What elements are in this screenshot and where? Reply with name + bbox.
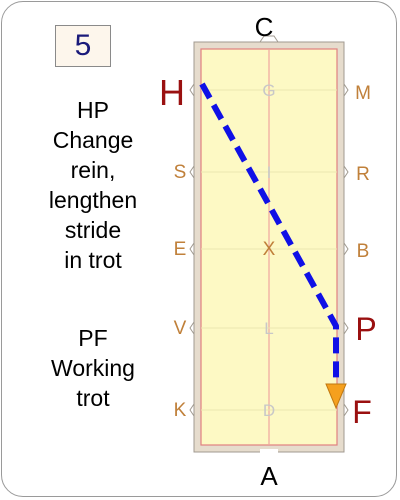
- arena-letter-e: E: [174, 239, 187, 260]
- centerline-letter-d: D: [263, 401, 275, 420]
- instruction-block-1: HP Change rein, lengthen stride in trot: [18, 95, 168, 275]
- instruction-line: stride: [64, 217, 122, 243]
- arena-letter-c: C: [255, 12, 274, 42]
- instruction-line: PF: [78, 325, 108, 351]
- right-wall-markers: [343, 82, 349, 418]
- instruction-line: lengthen: [48, 187, 138, 213]
- arena-letter-f: F: [352, 394, 372, 430]
- arena-letter-s: S: [174, 162, 187, 183]
- arena-letter-r: R: [356, 164, 370, 185]
- instruction-line: rein,: [70, 157, 116, 183]
- direction-arrow-icon: [325, 383, 347, 410]
- centerline-letter-l: L: [264, 319, 273, 338]
- instruction-line: HP: [77, 97, 109, 123]
- centerline-letter-x: X: [263, 239, 276, 260]
- arena-letter-b: B: [357, 241, 370, 262]
- centerline-letter-g: G: [262, 81, 275, 100]
- step-number: 5: [74, 29, 92, 62]
- instruction-line: Change: [52, 127, 134, 153]
- instruction-block-2: PF Working trot: [18, 323, 168, 413]
- a-entrance-gap: [260, 449, 278, 455]
- arena-letter-k: K: [174, 400, 187, 421]
- instruction-line: in trot: [64, 247, 122, 273]
- arena-letter-p: P: [355, 311, 376, 347]
- c-entrance-notch: [259, 35, 279, 43]
- centerline-letter-i: I: [267, 163, 272, 182]
- arena-letter-a: A: [260, 461, 278, 491]
- track-guides: [201, 89, 337, 411]
- riding-path: [199, 82, 339, 384]
- left-wall-markers: [189, 82, 195, 418]
- step-number-box: 5: [55, 25, 111, 67]
- arena-letter-v: V: [174, 318, 187, 339]
- arena-letter-m: M: [355, 83, 371, 104]
- instruction-line: Working: [51, 355, 135, 381]
- arena-letter-h: H: [159, 72, 185, 113]
- instruction-line: trot: [76, 385, 110, 411]
